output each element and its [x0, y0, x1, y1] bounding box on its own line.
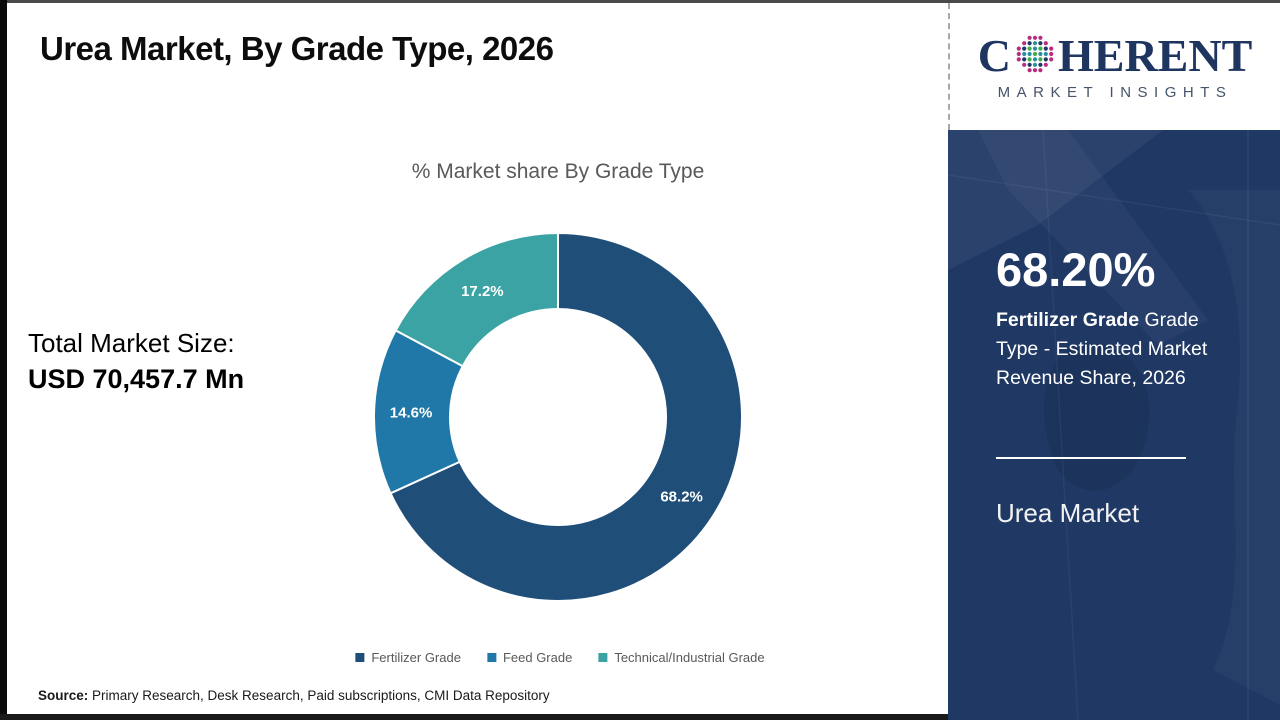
coherent-globe-icon	[1016, 35, 1054, 72]
stat-value: 68.20%	[996, 243, 1156, 296]
globe-dot	[1032, 46, 1038, 51]
source-line: Source: Primary Research, Desk Research,…	[38, 688, 550, 703]
globe-dot	[1016, 46, 1021, 51]
donut-chart-svg: 68.2% 14.6% 17.2%	[373, 231, 743, 602]
globe-dot	[1022, 40, 1027, 45]
slide-left-border	[0, 0, 7, 720]
globe-dot	[1049, 46, 1054, 51]
logo-tagline: MARKET INSIGHTS	[997, 83, 1233, 101]
globe-dot	[1043, 40, 1048, 45]
globe-dot	[1038, 40, 1043, 45]
globe-dot	[1032, 67, 1038, 72]
globe-dot	[1022, 56, 1027, 61]
globe-dot	[1022, 62, 1027, 67]
globe-dot	[1027, 35, 1032, 40]
globe-dot	[1022, 46, 1027, 51]
slice-value-label-1: 14.6%	[390, 404, 433, 421]
panel-divider	[996, 457, 1186, 459]
stat-description-bold: Fertilizer Grade	[996, 309, 1140, 331]
globe-dot	[1027, 46, 1032, 51]
slide-top-border	[0, 0, 1280, 3]
legend-item-technical-industrial-grade: Technical/Industrial Grade	[598, 650, 765, 665]
globe-dot	[1038, 46, 1043, 51]
stat-description-rest: Grade Type - Estimated Market Revenue Sh…	[996, 309, 1208, 389]
legend-item-feed-grade: Feed Grade	[486, 650, 573, 665]
globe-dot	[1027, 67, 1032, 72]
total-market-size-value: USD 70,457.7 Mn	[28, 364, 245, 395]
logo-text-suffix: HERENT	[1057, 29, 1253, 81]
globe-dot	[1043, 56, 1048, 61]
globe-dot	[1032, 40, 1038, 45]
globe-dot	[1027, 62, 1032, 67]
globe-dot	[1049, 56, 1054, 61]
globe-dot	[1032, 51, 1038, 56]
globe-dot	[1038, 56, 1043, 61]
globe-dot	[1043, 62, 1048, 67]
globe-dot	[1038, 51, 1043, 56]
globe-dot	[1032, 56, 1038, 61]
highlight-side-panel: 68.20% Fertilizer Grade Grade Type - Est…	[948, 130, 1280, 720]
globe-dot	[1043, 51, 1048, 56]
globe-dot	[1038, 35, 1043, 40]
legend-label: Fertilizer Grade	[371, 650, 461, 665]
stat-description: Fertilizer Grade Grade Type - Estimated …	[996, 306, 1246, 393]
globe-dot	[1032, 35, 1038, 40]
brand-logo: C HERENT	[977, 29, 1253, 81]
globe-dot	[1016, 51, 1021, 56]
donut-slice-0	[389, 231, 743, 602]
total-market-size-block: Total Market Size: USD 70,457.7 Mn	[28, 325, 244, 398]
globe-dot	[1016, 56, 1021, 61]
slice-value-label-2: 17.2%	[461, 283, 504, 300]
globe-dot	[1043, 46, 1048, 51]
globe-dot	[1027, 51, 1032, 56]
globe-dot	[1038, 67, 1043, 72]
legend-marker-feed-grade	[486, 653, 496, 662]
world-map-texture	[948, 130, 1280, 720]
chart-legend: Fertilizer Grade Feed Grade Technical/In…	[355, 650, 765, 665]
globe-dot	[1049, 51, 1054, 56]
legend-item-fertilizer-grade: Fertilizer Grade	[355, 650, 461, 665]
source-text: Primary Research, Desk Research, Paid su…	[88, 688, 550, 703]
slide-bottom-border	[0, 714, 948, 720]
source-label: Source:	[38, 688, 89, 703]
legend-label: Feed Grade	[502, 650, 573, 665]
page-title: Urea Market, By Grade Type, 2026	[40, 30, 554, 67]
donut-slice-2	[394, 231, 559, 368]
globe-dot	[1032, 62, 1038, 67]
logo-text-prefix: C	[977, 29, 1011, 81]
globe-dot	[1027, 40, 1032, 45]
legend-marker-technical-industrial-grade	[598, 653, 608, 662]
slice-value-label-0: 68.2%	[660, 489, 703, 506]
legend-marker-fertilizer-grade	[355, 653, 365, 662]
globe-dot	[1022, 51, 1027, 56]
globe-dot	[1027, 56, 1032, 61]
legend-label: Technical/Industrial Grade	[614, 650, 765, 665]
market-name: Urea Market	[996, 498, 1140, 528]
globe-dot	[1038, 62, 1043, 67]
chart-title: % Market share By Grade Type	[411, 160, 705, 183]
total-market-size-label: Total Market Size:	[28, 328, 235, 358]
brand-logo-area: C HERENT MARKET INSIGHTS	[948, 3, 1280, 130]
donut-chart: 68.2% 14.6% 17.2%	[371, 230, 745, 604]
